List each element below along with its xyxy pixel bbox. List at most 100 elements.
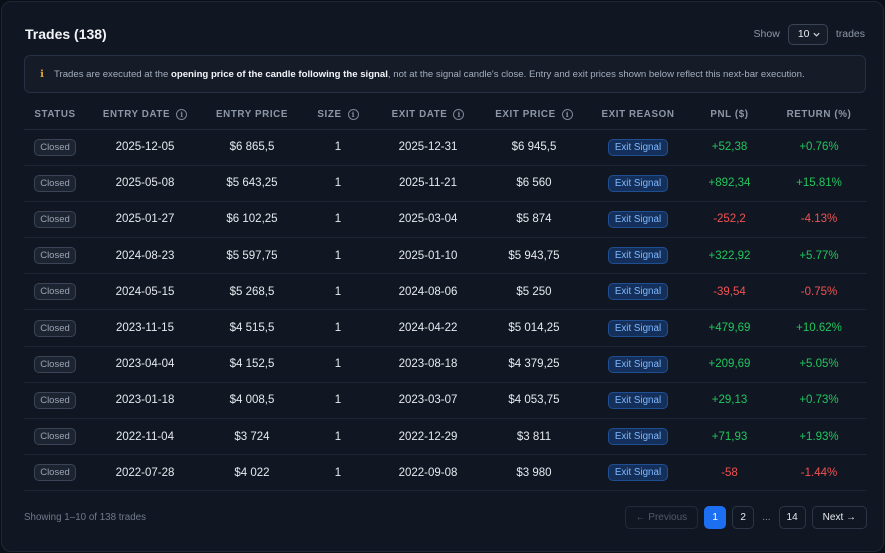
status-badge: Closed xyxy=(34,174,76,192)
size-cell: 1 xyxy=(334,466,342,479)
table-row[interactable]: Closed 2022-07-28 $4 022 1 2022-09-08 $3… xyxy=(24,455,867,491)
return-cell: +5.05% xyxy=(799,358,839,371)
table-row[interactable]: Closed 2024-08-23 $5 597,75 1 2025-01-10… xyxy=(24,238,867,274)
previous-page-button[interactable]: ← Previous xyxy=(624,505,699,529)
col-entry-price[interactable]: ENTRY PRICE xyxy=(204,100,300,129)
entry-date-cell: 2022-07-28 xyxy=(115,466,175,479)
table-row[interactable]: Closed 2025-12-05 $6 865,5 1 2025-12-31 … xyxy=(24,129,867,166)
status-badge: Closed xyxy=(34,428,76,446)
col-pnl[interactable]: PNL ($) xyxy=(688,100,771,129)
exit-price-cell: $6 945,5 xyxy=(511,141,557,154)
exit-price-cell: $5 874 xyxy=(516,213,552,226)
size-cell: 1 xyxy=(334,430,342,443)
info-icon[interactable]: i xyxy=(561,108,573,120)
pnl-cell: +209,69 xyxy=(708,358,751,371)
entry-date-cell: 2023-04-04 xyxy=(115,358,175,371)
return-cell: +0.73% xyxy=(799,394,839,407)
page-2-button[interactable]: 2 xyxy=(732,505,755,529)
entry-price-cell: $6 102,25 xyxy=(226,213,278,226)
col-entry-date[interactable]: ENTRY DATE i xyxy=(86,100,204,129)
table-row[interactable]: Closed 2022-11-04 $3 724 1 2022-12-29 $3… xyxy=(24,419,867,455)
entry-price-cell: $5 268,5 xyxy=(229,285,275,298)
pnl-cell: +479,69 xyxy=(708,322,751,335)
col-status-label: STATUS xyxy=(34,108,76,120)
info-icon[interactable]: i xyxy=(176,108,188,120)
size-cell: 1 xyxy=(334,394,342,407)
notice-text-after: , not at the signal candle's close. Entr… xyxy=(387,68,805,80)
exit-date-cell: 2023-03-07 xyxy=(398,394,458,407)
col-size-label: SIZE xyxy=(317,108,342,120)
col-exit-reason[interactable]: EXIT REASON xyxy=(588,100,688,129)
page-1-button[interactable]: 1 xyxy=(704,505,727,529)
status-badge: Closed xyxy=(34,319,76,337)
page-size-control: Show 10 trades xyxy=(753,23,865,45)
table-footer: Showing 1–10 of 138 trades ← Previous 1 … xyxy=(24,505,867,529)
col-return[interactable]: RETURN (%) xyxy=(771,100,867,129)
exit-reason-badge: Exit Signal xyxy=(607,210,669,228)
entry-date-cell: 2023-11-15 xyxy=(116,322,174,335)
page-14-button[interactable]: 14 xyxy=(778,505,806,529)
status-badge: Closed xyxy=(34,247,76,265)
table-row[interactable]: Closed 2025-01-27 $6 102,25 1 2025-03-04… xyxy=(24,201,867,238)
show-label: Show xyxy=(753,28,780,40)
table-row[interactable]: Closed 2025-05-08 $5 643,25 1 2025-11-21… xyxy=(24,165,867,202)
next-page-button[interactable]: Next → xyxy=(811,505,867,529)
table-row[interactable]: Closed 2023-01-18 $4 008,5 1 2023-03-07 … xyxy=(24,382,867,419)
status-badge: Closed xyxy=(34,391,76,409)
exit-price-cell: $3 980 xyxy=(516,466,552,479)
pnl-cell: +52,38 xyxy=(711,141,748,154)
status-badge: Closed xyxy=(34,138,76,156)
status-badge: Closed xyxy=(34,355,76,373)
exit-price-cell: $5 250 xyxy=(516,285,552,298)
table-header-row: STATUS ENTRY DATE i ENTRY PRICE SIZE i EXI… xyxy=(24,100,867,129)
col-size[interactable]: SIZE i xyxy=(300,100,376,129)
status-badge: Closed xyxy=(34,464,76,482)
exit-price-cell: $6 560 xyxy=(516,177,552,190)
exit-reason-badge: Exit Signal xyxy=(607,138,669,156)
notice-text-before: Trades are executed at the xyxy=(54,68,171,80)
entry-price-cell: $4 152,5 xyxy=(229,358,275,371)
page-size-select[interactable]: 10 xyxy=(787,23,828,45)
table-row[interactable]: Closed 2024-05-15 $5 268,5 1 2024-08-06 … xyxy=(24,274,867,310)
pagination-ellipsis: ... xyxy=(762,511,771,523)
chevron-down-icon xyxy=(813,32,820,37)
exit-reason-badge: Exit Signal xyxy=(607,174,669,192)
entry-date-cell: 2023-01-18 xyxy=(115,394,175,407)
col-return-label: RETURN (%) xyxy=(786,108,852,120)
exit-date-cell: 2024-08-06 xyxy=(398,285,458,298)
pagination: ← Previous 1 2 ... 14 Next → xyxy=(624,505,867,529)
exit-reason-badge: Exit Signal xyxy=(607,319,669,337)
col-status[interactable]: STATUS xyxy=(24,100,86,129)
table-row[interactable]: Closed 2023-04-04 $4 152,5 1 2023-08-18 … xyxy=(24,346,867,383)
exit-price-cell: $4 379,25 xyxy=(508,358,560,371)
pnl-cell: -58 xyxy=(721,466,738,479)
col-pnl-label: PNL ($) xyxy=(710,108,749,120)
info-icon[interactable]: i xyxy=(347,108,359,120)
info-icon: ℹ xyxy=(40,68,44,80)
entry-price-cell: $5 643,25 xyxy=(226,177,278,190)
entry-date-cell: 2025-12-05 xyxy=(115,141,175,154)
size-cell: 1 xyxy=(334,249,342,262)
pnl-cell: +71,93 xyxy=(711,430,748,443)
entry-date-cell: 2024-05-15 xyxy=(115,285,175,298)
exit-reason-badge: Exit Signal xyxy=(607,428,669,446)
status-badge: Closed xyxy=(34,283,76,301)
exit-price-cell: $5 943,75 xyxy=(508,249,560,262)
col-exit-date[interactable]: EXIT DATE i xyxy=(376,100,480,129)
info-icon[interactable]: i xyxy=(453,108,465,120)
exit-price-cell: $5 014,25 xyxy=(508,322,560,335)
exit-date-cell: 2022-09-08 xyxy=(398,466,458,479)
exit-date-cell: 2025-11-21 xyxy=(399,177,457,190)
return-cell: -4.13% xyxy=(800,213,838,226)
table-row[interactable]: Closed 2023-11-15 $4 515,5 1 2024-04-22 … xyxy=(24,310,867,347)
exit-reason-badge: Exit Signal xyxy=(607,464,669,482)
col-exit-price-label: EXIT PRICE xyxy=(495,108,556,120)
entry-date-cell: 2025-01-27 xyxy=(115,213,175,226)
notice-text: Trades are executed at the opening price… xyxy=(54,69,805,80)
exit-reason-badge: Exit Signal xyxy=(607,355,669,373)
exit-date-cell: 2024-04-22 xyxy=(398,322,458,335)
col-exit-price[interactable]: EXIT PRICE i xyxy=(480,100,588,129)
pnl-cell: -252,2 xyxy=(713,213,746,226)
size-cell: 1 xyxy=(334,141,342,154)
trades-header: Trades (138) Show 10 trades xyxy=(25,23,865,45)
